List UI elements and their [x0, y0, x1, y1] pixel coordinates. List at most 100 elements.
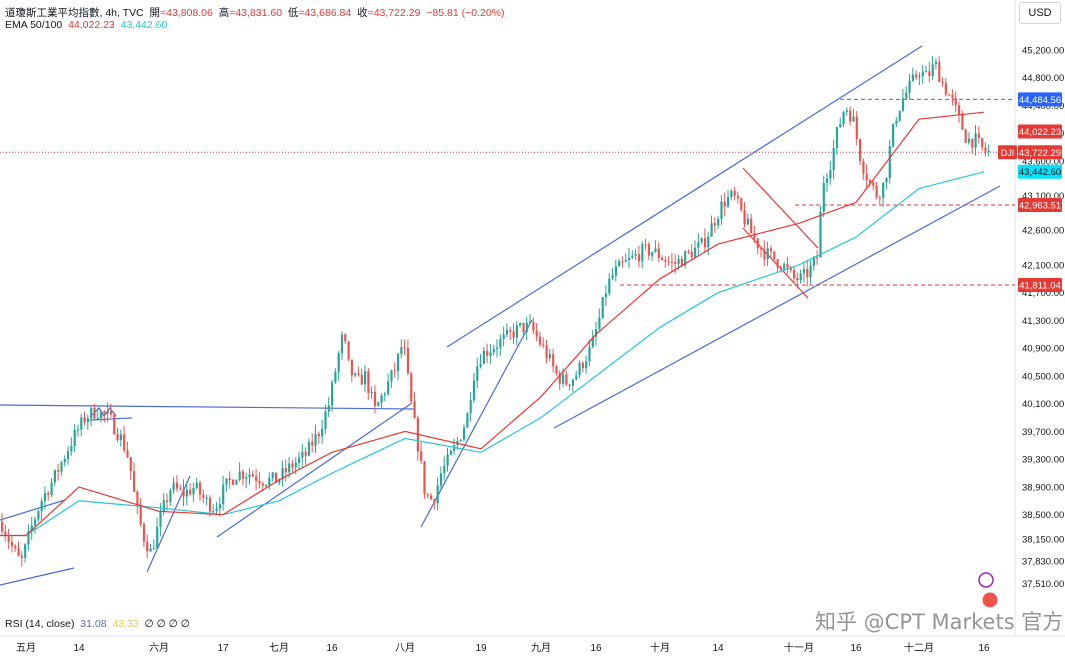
candle-body: [459, 439, 462, 442]
candle-body: [228, 478, 231, 480]
x-tick-label: 十二月: [904, 641, 934, 654]
x-tick-label: 16: [850, 643, 862, 654]
high-label: 高: [218, 7, 230, 19]
candle-body: [106, 410, 109, 414]
x-tick-label: 六月: [149, 642, 169, 654]
candle-body: [367, 371, 370, 394]
candle-body: [426, 494, 429, 496]
candle-body: [472, 380, 476, 401]
candle-body: [855, 116, 858, 140]
candle-body: [90, 407, 93, 419]
price-badge: [1018, 92, 1062, 107]
candle-body: [852, 116, 855, 122]
candle-body: [987, 150, 990, 152]
candle-body: [265, 485, 268, 487]
candle-body: [509, 329, 512, 332]
candle-body: [826, 178, 829, 183]
candle-body: [898, 110, 901, 121]
y-tick-label: 41,700.00: [1022, 288, 1064, 299]
ema-legend[interactable]: EMA 50/100 44,022.23 43,442.60: [5, 19, 167, 31]
candle-body: [20, 555, 23, 558]
candle-body: [809, 265, 812, 278]
change-value: −85.81 (−0.20%): [426, 7, 505, 19]
candle-body: [162, 500, 165, 512]
candle-body: [373, 391, 377, 407]
candle-body: [591, 336, 594, 348]
candle-body: [27, 531, 30, 545]
candle-body: [601, 297, 604, 318]
candle-body: [109, 410, 113, 415]
x-tick-label: 16: [590, 643, 602, 654]
trendline: [0, 499, 66, 521]
y-tick-label: 37,830.00: [1022, 557, 1064, 568]
candle-body: [819, 211, 822, 258]
candle-body: [961, 114, 964, 130]
candle-body: [215, 508, 218, 512]
candle-body: [7, 536, 10, 542]
candle-body: [4, 531, 7, 537]
candle-body: [255, 476, 258, 481]
candle-body: [690, 251, 693, 258]
trendline: [420, 319, 533, 528]
candle-body: [268, 477, 271, 486]
candle-body: [288, 463, 291, 473]
candle-body: [166, 500, 169, 502]
candle-body: [212, 511, 215, 513]
candle-body: [977, 133, 980, 139]
candle-body: [499, 338, 502, 348]
candle-body: [895, 120, 898, 125]
candle-body: [954, 97, 957, 106]
y-tick-label: 38,150.00: [1022, 535, 1064, 546]
candle-body: [849, 110, 852, 122]
candle-body: [30, 525, 33, 532]
candle-body: [76, 429, 80, 431]
candle-body: [588, 347, 591, 362]
candle-body: [347, 341, 350, 360]
candle-body: [439, 473, 443, 486]
symbol-badge-label: DJI: [1001, 148, 1015, 158]
candle-body: [505, 329, 509, 335]
candle-body: [657, 248, 660, 258]
candle-body: [126, 450, 129, 457]
y-tick-label: 41,300.00: [1022, 316, 1064, 327]
candle-body: [383, 394, 386, 396]
candle-body: [595, 328, 598, 337]
candle-body: [816, 257, 819, 259]
candle-body: [908, 80, 911, 93]
candle-body: [608, 278, 611, 294]
candle-body: [545, 345, 548, 358]
candle-body: [370, 391, 373, 394]
candle-body: [766, 248, 769, 260]
candle-body: [133, 471, 136, 492]
candle-body: [684, 251, 687, 266]
candle-body: [532, 321, 535, 331]
candle-body: [278, 479, 281, 483]
candle-body: [925, 71, 928, 73]
low-label: 低: [287, 7, 299, 19]
candle-body: [294, 462, 297, 468]
candle-body: [149, 548, 152, 552]
candle-body: [175, 482, 179, 489]
high-value: =43,831.60: [229, 7, 283, 19]
rsi-rest: ∅ ∅ ∅ ∅: [144, 618, 190, 630]
candle-body: [915, 74, 918, 78]
candle-body: [446, 454, 449, 466]
candle-body: [486, 350, 489, 356]
candle-body: [555, 366, 558, 374]
candle-body: [743, 210, 746, 225]
candle-body: [251, 474, 254, 477]
candle-body: [938, 61, 941, 82]
candle-body: [241, 471, 245, 479]
currency-button[interactable]: USD: [1019, 2, 1061, 24]
candle-body: [93, 407, 96, 419]
candle-body: [43, 493, 47, 501]
candle-body: [951, 94, 954, 98]
ema100-value: 43,442.60: [120, 19, 168, 31]
price-badge-label: 43,722.29: [1019, 148, 1061, 159]
rsi-legend[interactable]: RSI (14, close) 31.08 43.33 ∅ ∅ ∅ ∅: [5, 618, 190, 630]
candle-body: [875, 185, 878, 198]
candle-body: [644, 244, 647, 246]
candle-body: [512, 331, 515, 338]
candle-body: [496, 347, 499, 350]
